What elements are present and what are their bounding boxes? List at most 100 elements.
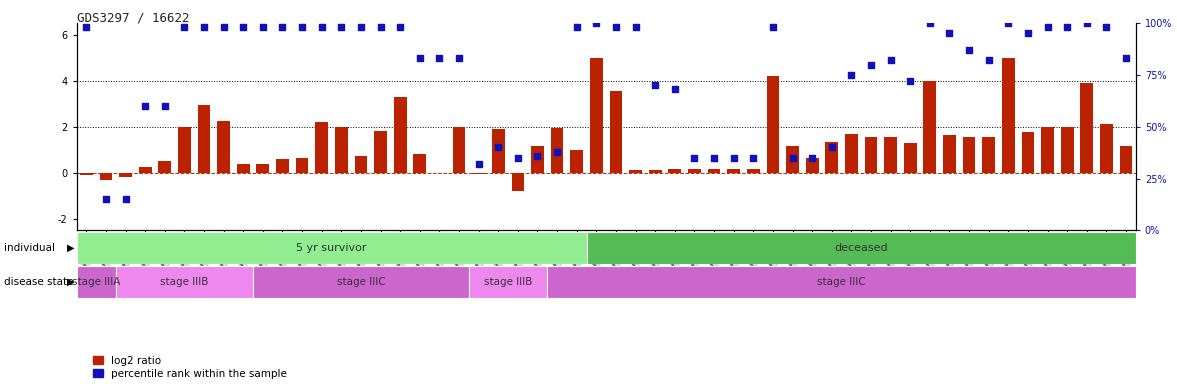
Text: stage IIIA: stage IIIA [72, 277, 120, 287]
Bar [335, 127, 347, 173]
Point [547, 149, 566, 155]
Bar [115, 266, 253, 298]
Bar [178, 127, 191, 173]
Bar [531, 146, 544, 173]
Point [764, 24, 783, 30]
Point [214, 24, 233, 30]
Bar [413, 154, 426, 173]
Bar [77, 266, 115, 298]
Bar [237, 164, 250, 173]
Text: stage IIIB: stage IIIB [484, 277, 532, 287]
Bar [590, 58, 603, 173]
Point [194, 24, 213, 30]
Bar [825, 142, 838, 173]
Bar [865, 137, 877, 173]
Bar [218, 121, 230, 173]
Bar [649, 170, 661, 173]
Bar [630, 170, 641, 173]
Bar [1119, 146, 1132, 173]
Bar [394, 97, 406, 173]
Point [97, 196, 115, 202]
Bar [119, 173, 132, 177]
Point [155, 103, 174, 109]
Point [1018, 30, 1037, 36]
Bar [571, 150, 583, 173]
Point [1097, 24, 1116, 30]
Point [959, 47, 978, 53]
Bar [1022, 132, 1035, 173]
Bar [551, 128, 564, 173]
Bar [786, 146, 799, 173]
Point [1117, 55, 1136, 61]
Point [979, 57, 998, 63]
Point [783, 155, 802, 161]
Text: stage IIIC: stage IIIC [337, 277, 385, 287]
Point [411, 55, 430, 61]
Text: GDS3297 / 16622: GDS3297 / 16622 [77, 12, 189, 25]
Point [470, 161, 488, 167]
Bar [453, 127, 465, 173]
Bar [374, 131, 387, 173]
Point [391, 24, 410, 30]
Text: ▶: ▶ [67, 243, 74, 253]
Bar [139, 167, 152, 173]
Bar [1042, 127, 1053, 173]
Point [273, 24, 292, 30]
Bar [512, 173, 524, 191]
Text: stage IIIC: stage IIIC [817, 277, 866, 287]
Bar [1080, 83, 1093, 173]
Point [705, 155, 724, 161]
Bar [904, 143, 917, 173]
Point [567, 24, 586, 30]
Bar [77, 232, 586, 264]
Point [920, 20, 939, 26]
Point [77, 24, 95, 30]
Bar [1002, 58, 1015, 173]
Text: deceased: deceased [834, 243, 887, 253]
Text: ▶: ▶ [67, 277, 74, 287]
Text: disease state: disease state [4, 277, 73, 287]
Bar [669, 169, 681, 173]
Point [685, 155, 704, 161]
Point [744, 155, 763, 161]
Bar [747, 169, 759, 173]
Point [842, 72, 860, 78]
Bar [845, 134, 858, 173]
Point [803, 155, 822, 161]
Bar [610, 91, 623, 173]
Bar [468, 266, 547, 298]
Legend: log2 ratio, percentile rank within the sample: log2 ratio, percentile rank within the s… [93, 356, 287, 379]
Bar [354, 156, 367, 173]
Point [117, 196, 135, 202]
Bar [547, 266, 1136, 298]
Point [332, 24, 351, 30]
Bar [295, 158, 308, 173]
Text: stage IIIB: stage IIIB [160, 277, 208, 287]
Text: 5 yr survivor: 5 yr survivor [297, 243, 367, 253]
Point [665, 86, 684, 93]
Point [488, 144, 507, 151]
Point [626, 24, 645, 30]
Point [646, 82, 665, 88]
Point [508, 155, 527, 161]
Point [823, 144, 842, 151]
Text: individual: individual [4, 243, 54, 253]
Bar [315, 122, 328, 173]
Bar [766, 76, 779, 173]
Point [862, 61, 880, 68]
Bar [198, 105, 211, 173]
Bar [277, 159, 288, 173]
Bar [707, 169, 720, 173]
Point [528, 153, 547, 159]
Bar [727, 169, 740, 173]
Point [293, 24, 312, 30]
Bar [963, 137, 976, 173]
Bar [884, 137, 897, 173]
Point [312, 24, 331, 30]
Bar [80, 173, 93, 175]
Bar [100, 173, 112, 180]
Bar [586, 232, 1136, 264]
Point [999, 20, 1018, 26]
Bar [943, 135, 956, 173]
Point [371, 24, 390, 30]
